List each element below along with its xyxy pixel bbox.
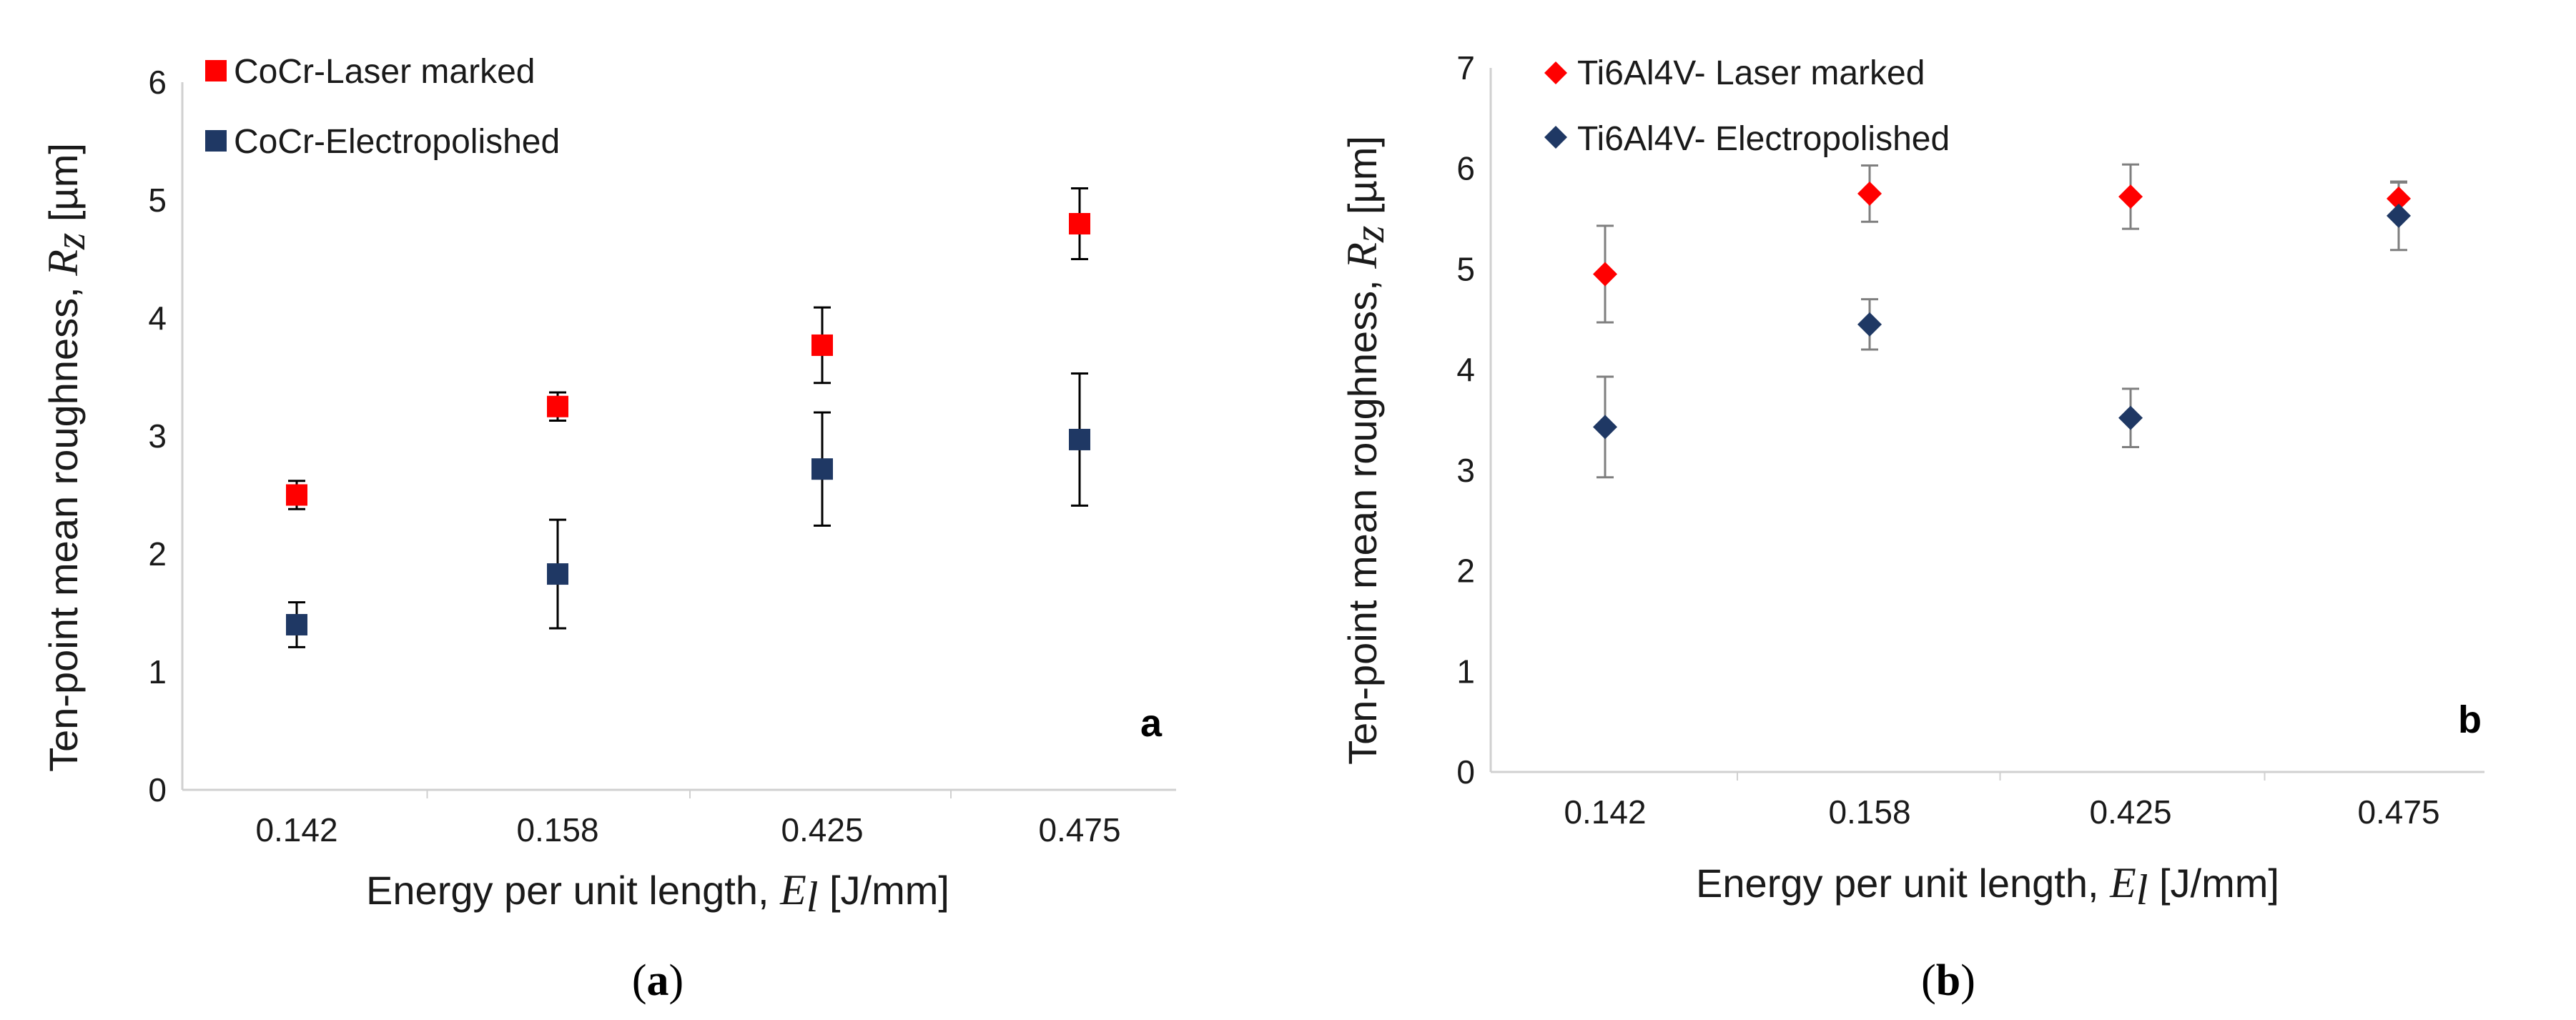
panel-b-legend-swatch-laser (1544, 61, 1567, 84)
panel-a-y-axis-label: Ten-point mean roughness, Rz [µm] (39, 143, 94, 772)
panel-a-point-laser (286, 484, 307, 506)
panel-b-ticks (1737, 772, 2266, 781)
panel-b-legend-label-electro: Ti6Al4V- Electropolished (1577, 120, 1950, 158)
panel-b-point-laser (2118, 184, 2143, 209)
panel-b-x-tick-label: 0.425 (2089, 793, 2171, 831)
panel-a-point-electro (1069, 428, 1090, 450)
panel-b-point-electro (1593, 415, 1617, 440)
panel-b-point-electro (2118, 405, 2143, 430)
panel-b-point-laser (2387, 186, 2411, 211)
panel-a-y-tick-label: 1 (148, 653, 167, 690)
panel-b-legend-swatch-electro (1544, 126, 1567, 149)
panel-b-y-tick-label: 1 (1456, 653, 1475, 690)
panel-a-error-bars (288, 187, 1088, 648)
panel-b-y-tick-label: 4 (1456, 351, 1475, 388)
panel-a-x-tick-labels: 0.142 0.158 0.425 0.475 (255, 811, 1120, 848)
panel-a-point-electro (547, 563, 568, 585)
panel-a-markers (286, 213, 1090, 635)
panel-b-y-axis-label: Ten-point mean roughness, Rz [µm] (1338, 136, 1393, 765)
panel-b-point-electro (1857, 312, 1882, 337)
panel-b-x-axis-label: Energy per unit length, El [J/mm] (1696, 859, 2279, 913)
panel-b-point-electro (2387, 203, 2411, 228)
panel-a-x-axis-label: Energy per unit length, El [J/mm] (366, 866, 949, 921)
panel-a-legend-swatch-electro (205, 130, 227, 152)
panel-a-y-tick-label: 0 (148, 771, 167, 808)
panel-a-x-tick-label: 0.142 (255, 811, 337, 848)
panel-a-caption: (a) (632, 956, 684, 1005)
panel-b-y-tick-labels: 0 1 2 3 4 5 6 7 (1456, 49, 1475, 791)
panel-b-y-tick-label: 5 (1456, 250, 1475, 287)
panel-a-x-tick-label: 0.158 (516, 811, 598, 848)
panel-b-y-tick-label: 3 (1456, 452, 1475, 489)
panel-a-x-tick-label: 0.425 (781, 811, 863, 848)
panel-a-y-tick-label: 4 (148, 299, 167, 337)
chart-panel-a: 0 1 2 3 4 5 6 0.142 0.158 0.425 0.475 CoCr-Laser … (39, 53, 1176, 1005)
panel-a-legend-label-laser: CoCr-Laser marked (234, 53, 535, 91)
panel-b-y-tick-label: 7 (1456, 49, 1475, 86)
panel-a-legend-label-electro: CoCr-Electropolished (234, 123, 560, 161)
panel-b-y-tick-label: 0 (1456, 753, 1475, 791)
panel-a-ticks (426, 790, 952, 798)
panel-a-point-laser (547, 395, 568, 417)
panel-b-y-tick-label: 2 (1456, 553, 1475, 590)
panel-b-legend: Ti6Al4V- Laser marked Ti6Al4V- Electropo… (1544, 54, 1950, 158)
panel-a-y-tick-labels: 0 1 2 3 4 5 6 (148, 64, 167, 808)
panel-a-x-tick-label: 0.475 (1038, 811, 1120, 848)
panel-b-point-laser (1857, 181, 1882, 206)
panel-a-legend-swatch-laser (205, 60, 227, 81)
panel-a-y-tick-label: 2 (148, 535, 167, 573)
panel-b-x-tick-label: 0.158 (1828, 793, 1910, 831)
chart-panel-b: 0 1 2 3 4 5 6 7 0.142 0.158 0.425 0.475 Ti6Al4V- L… (1338, 49, 2484, 1005)
panel-a-point-electro (286, 614, 307, 635)
panel-a-y-tick-label: 5 (148, 182, 167, 219)
panel-b-y-tick-label: 6 (1456, 150, 1475, 187)
panel-a-legend: CoCr-Laser marked CoCr-Electropolished (205, 53, 560, 161)
panel-b-error-bars (1597, 163, 2407, 479)
panel-a-point-electro (811, 458, 833, 480)
panel-a-y-tick-label: 6 (148, 64, 167, 101)
panel-b-legend-label-laser: Ti6Al4V- Laser marked (1577, 54, 1925, 92)
panel-b-markers (1593, 181, 2411, 440)
panel-b-corner-label: b (2458, 698, 2482, 741)
panel-b-x-tick-label: 0.475 (2357, 793, 2439, 831)
panel-b-x-tick-label: 0.142 (1564, 793, 1646, 831)
panel-a-point-laser (1069, 213, 1090, 234)
panel-b-point-laser (1593, 262, 1617, 287)
panel-a-corner-label: a (1140, 702, 1163, 745)
panel-a-point-laser (811, 334, 833, 356)
panel-b-x-tick-labels: 0.142 0.158 0.425 0.475 (1564, 793, 2439, 831)
panel-a-y-tick-label: 3 (148, 417, 167, 455)
panel-b-caption: (b) (1921, 956, 1975, 1005)
